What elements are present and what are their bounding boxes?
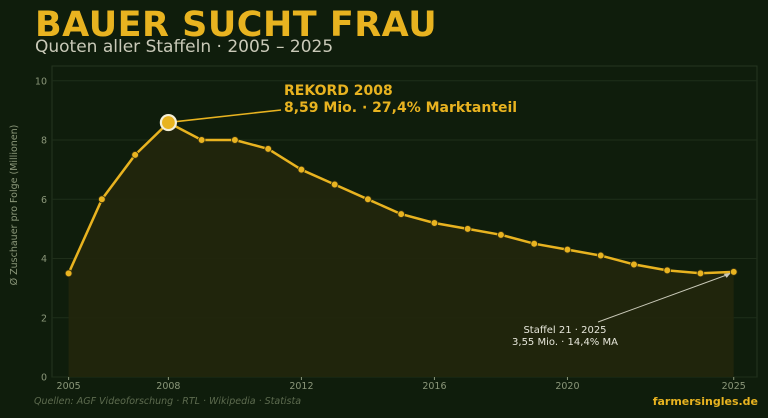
data-point: [231, 136, 239, 144]
data-point: [596, 251, 605, 260]
y-tick-label: 0: [41, 373, 47, 384]
x-axis: 2005 2008 2012 2016 2020 2025: [57, 377, 746, 392]
y-tick-label: 2: [41, 313, 47, 324]
record-point: [159, 113, 177, 132]
data-point: [696, 269, 705, 278]
source-note: Quellen: AGF Videoforschung · RTL · Wiki…: [34, 396, 302, 407]
page-subtitle: Quoten aller Staffeln · 2005 – 2025: [35, 37, 334, 57]
data-point: [630, 260, 638, 269]
page-title: BAUER SUCHT FRAU: [35, 5, 438, 45]
record-annotation: REKORD 2008 8,59 Mio. · 27,4% Marktantei…: [284, 83, 517, 116]
data-point: [397, 210, 405, 218]
y-tick-label: 10: [35, 76, 47, 87]
x-tick-label: 2025: [722, 381, 746, 392]
data-point: [264, 145, 272, 153]
data-point: [497, 231, 505, 239]
latest-season-arrowhead: [723, 272, 731, 278]
data-point: [197, 136, 206, 144]
record-annotation-title: REKORD 2008: [284, 83, 393, 99]
data-point: [663, 266, 672, 275]
latest-season-annotation: Staffel 21 · 2025 3,55 Mio. · 14,4% MA: [512, 325, 618, 348]
data-point: [463, 225, 472, 233]
data-point: [98, 195, 106, 204]
brand-link[interactable]: farmersingles.de: [652, 395, 758, 408]
area-fill: [68, 122, 734, 377]
data-point: [430, 219, 439, 227]
latest-season-arrow: [597, 273, 730, 323]
data-point: [131, 151, 139, 159]
y-axis: 0 2 4 6 8 10: [35, 76, 47, 383]
data-point: [563, 245, 572, 254]
data-point: [330, 180, 339, 189]
x-tick-label: 2020: [555, 381, 579, 392]
y-axis-label: Ø Zuschauer pro Folge (Millionen): [9, 125, 20, 286]
x-tick-label: 2012: [289, 381, 313, 392]
data-point: [364, 195, 372, 204]
annotation-arrows: [176, 109, 731, 323]
data-point: [530, 239, 538, 248]
data-point: [729, 268, 738, 276]
record-annotation-detail: 8,59 Mio. · 27,4% Marktanteil: [284, 100, 517, 116]
y-tick-label: 6: [41, 195, 47, 206]
record-arrow: [176, 109, 282, 123]
data-points: [64, 113, 738, 278]
y-tick-label: 4: [41, 254, 47, 265]
x-tick-label: 2005: [57, 381, 81, 392]
x-tick-label: 2008: [156, 381, 180, 392]
x-tick-label: 2016: [422, 381, 446, 392]
data-point: [297, 165, 306, 174]
latest-season-annotation-detail: 3,55 Mio. · 14,4% MA: [512, 337, 618, 348]
data-point: [64, 269, 73, 278]
latest-season-annotation-title: Staffel 21 · 2025: [523, 325, 606, 336]
y-tick-label: 8: [41, 136, 47, 147]
